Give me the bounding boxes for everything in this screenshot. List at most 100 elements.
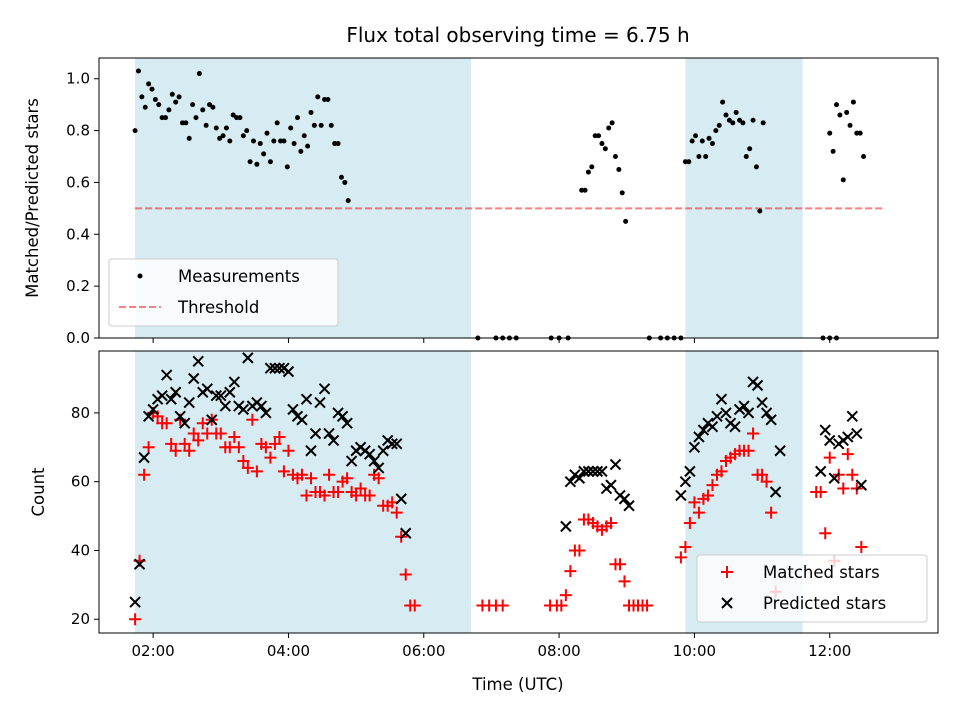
measurement-point — [213, 125, 219, 131]
measurement-point — [169, 91, 175, 97]
matched-star-point — [259, 441, 272, 454]
matched-star-point — [323, 468, 336, 481]
measurement-point — [240, 133, 246, 139]
matched-star-point — [747, 427, 760, 440]
matched-star-point — [268, 437, 281, 450]
predicted-star-point — [720, 407, 732, 419]
measurement-point — [146, 81, 152, 87]
predicted-star-point — [282, 365, 295, 378]
predicted-star-point — [183, 396, 195, 409]
matched-star-point — [169, 444, 182, 457]
matched-star-point — [613, 558, 626, 571]
measurement-point — [723, 112, 729, 118]
matched-star-point — [715, 465, 728, 478]
measurement-point — [284, 164, 290, 170]
predicted-star-point — [819, 424, 831, 436]
predicted-star-point — [711, 410, 723, 423]
predicted-star-point — [596, 465, 608, 478]
predicted-star-point — [300, 393, 313, 405]
bottom-y-tick-label: 40 — [71, 541, 90, 559]
matched-star-point — [555, 599, 568, 612]
matched-star-point — [160, 417, 173, 430]
measurement-point — [740, 120, 746, 126]
predicted-star-point — [327, 434, 340, 447]
predicted-star-point — [815, 465, 827, 478]
predicted-star-point — [573, 472, 586, 484]
predicted-star-point — [688, 441, 701, 454]
measurement-point — [135, 68, 141, 74]
matched-star-point — [841, 448, 854, 461]
measurement-point — [315, 94, 321, 100]
predicted-star-point — [201, 383, 213, 395]
measurement-point — [616, 166, 622, 172]
predicted-star-point — [242, 352, 254, 364]
matched-star-point — [196, 417, 209, 430]
matched-star-point — [138, 468, 151, 481]
matched-star-point — [183, 444, 196, 457]
measurement-point — [696, 154, 702, 160]
matched-star-point — [564, 565, 577, 578]
matched-star-point — [683, 516, 696, 529]
measurement-point — [716, 122, 722, 128]
matched-star-point — [855, 541, 868, 554]
predicted-star-point — [169, 386, 182, 398]
matched-star-point — [341, 472, 354, 485]
x-tick-label: 02:00 — [132, 642, 175, 660]
measurement-points — [132, 68, 867, 341]
predicted-star-point — [336, 410, 349, 423]
predicted-star-point — [605, 479, 617, 491]
predicted-star-point — [697, 424, 710, 436]
matched-star-point — [760, 475, 773, 488]
measurement-point — [294, 115, 300, 121]
measurement-point — [335, 141, 341, 147]
measurement-point — [589, 164, 595, 170]
measurement-point — [703, 154, 709, 160]
predicted-star-point — [323, 427, 335, 440]
measurement-point — [281, 138, 287, 144]
measurement-point — [342, 179, 348, 185]
measurement-point — [244, 128, 250, 134]
matched-star-point — [241, 461, 254, 474]
predicted-star-point — [679, 475, 692, 488]
predicted-star-point — [591, 465, 604, 478]
predicted-star-point — [400, 527, 412, 539]
legend-measurements-marker — [137, 273, 143, 279]
measurement-point — [288, 125, 294, 131]
x-tick-label: 04:00 — [267, 642, 310, 660]
measurement-point — [152, 96, 158, 102]
measurement-point — [861, 154, 867, 160]
legend-matched-marker — [721, 566, 733, 578]
measurement-point — [149, 86, 155, 92]
measurement-point — [834, 102, 840, 108]
predicted-star-point — [851, 427, 863, 440]
measurement-point — [760, 120, 766, 126]
measurement-point — [301, 133, 307, 139]
matched-star-point — [264, 451, 277, 464]
matched-star-point — [706, 479, 719, 492]
matched-star-point — [318, 489, 331, 502]
predicted-star-point — [228, 376, 241, 388]
measurement-point — [743, 154, 749, 160]
bottom-y-axis-label: Count — [29, 467, 48, 517]
measurement-point — [210, 104, 216, 110]
top-y-ticks: 0.0 0.2 0.4 0.6 0.8 1.0 — [66, 70, 99, 347]
measurement-point — [156, 102, 162, 108]
matched-star-point — [142, 441, 155, 454]
matched-star-point — [178, 437, 191, 450]
top-legend-box — [108, 258, 339, 327]
matched-star-point — [390, 506, 403, 519]
measurement-point — [596, 133, 602, 139]
predicted-star-point — [684, 465, 696, 478]
measurement-point — [163, 115, 169, 121]
matched-star-point — [386, 496, 399, 509]
predicted-star-point — [273, 362, 286, 374]
measurement-point — [699, 138, 705, 144]
measurement-point — [166, 107, 172, 113]
predicted-star-point — [372, 462, 385, 474]
measurement-point — [254, 161, 260, 167]
measurement-point — [720, 99, 726, 105]
matched-star-point — [363, 489, 376, 502]
predicted-star-point — [675, 489, 687, 502]
matched-star-point — [187, 427, 200, 440]
